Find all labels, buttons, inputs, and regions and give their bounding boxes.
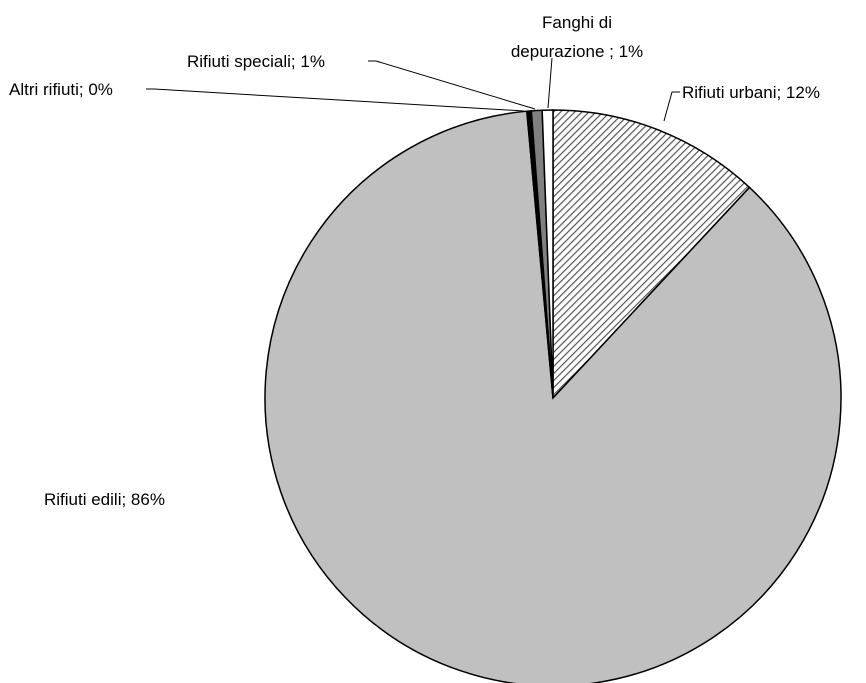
label-fanghi-line-1: Fanghi di [542, 13, 612, 32]
label-rifiuti-urbani: Rifiuti urbani; 12% [682, 83, 820, 102]
pie-slices [264, 109, 842, 683]
label-fanghi-line-2: depurazione ; 1% [511, 42, 643, 61]
label-altri-rifiuti: Altri rifiuti; 0% [9, 80, 113, 99]
data-labels: Rifiuti urbani; 12% Rifiuti edili; 86% A… [9, 13, 820, 509]
leader-rifiuti-urbani [663, 91, 680, 122]
label-rifiuti-speciali: Rifiuti speciali; 1% [187, 52, 325, 71]
leader-altri-rifiuti [146, 88, 525, 112]
leader-fanghi-di-depurazione [547, 57, 553, 109]
slice-rifiuti-edili [264, 110, 842, 683]
slice-fanghi-di-depurazione [541, 109, 554, 399]
leader-rifiuti-speciali [368, 60, 536, 110]
label-rifiuti-edili: Rifiuti edili; 86% [44, 490, 165, 509]
leader-lines [146, 57, 680, 122]
slice-rifiuti-urbani [552, 109, 751, 400]
